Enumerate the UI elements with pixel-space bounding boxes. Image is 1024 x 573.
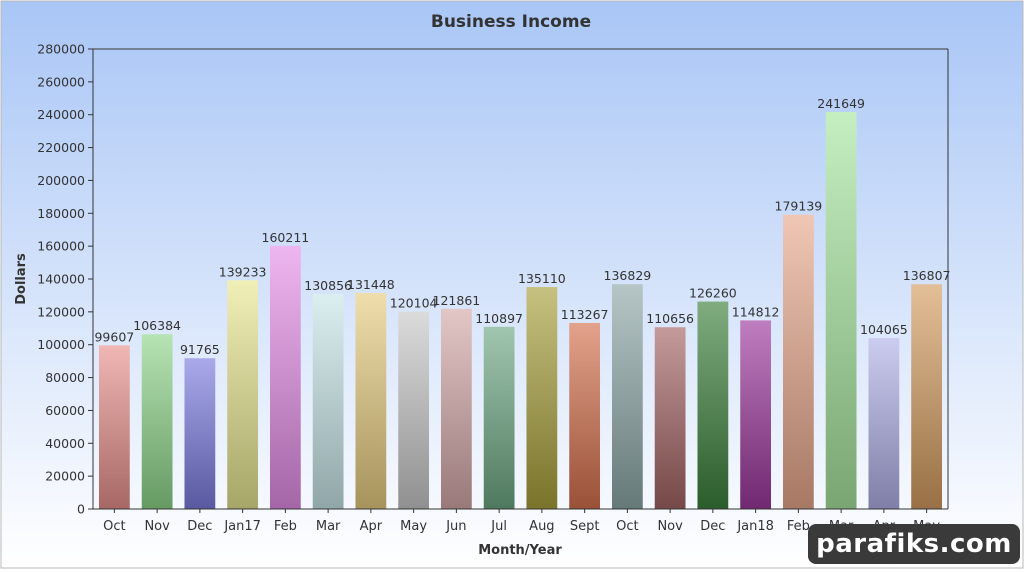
- y-tick-label: 180000: [37, 206, 85, 221]
- bar: [654, 327, 686, 509]
- bar: [611, 284, 643, 509]
- bar-value-label: 179139: [775, 199, 823, 214]
- x-tick-label: Dec: [700, 519, 725, 534]
- bar-value-label: 135110: [518, 271, 566, 286]
- bar: [355, 293, 387, 509]
- bar: [98, 345, 130, 509]
- bar: [569, 322, 601, 509]
- x-axis-label: Month/Year: [478, 543, 562, 558]
- bar-value-label: 91765: [180, 342, 220, 357]
- bar: [697, 301, 729, 509]
- y-tick-label: 280000: [37, 42, 85, 57]
- y-tick-label: 140000: [37, 272, 85, 287]
- y-tick-label: 200000: [37, 173, 85, 188]
- x-tick-label: Oct: [103, 519, 125, 534]
- bar-value-label: 160211: [262, 230, 310, 245]
- y-tick-label: 260000: [37, 74, 85, 89]
- bar-value-label: 110897: [475, 311, 523, 326]
- x-tick-label: Feb: [274, 519, 297, 534]
- x-tick-label: Aug: [529, 519, 554, 534]
- bar: [312, 294, 344, 509]
- x-tick-label: Jun: [445, 519, 466, 534]
- x-tick-label: Jan17: [223, 519, 261, 534]
- bar: [868, 338, 900, 509]
- x-tick-label: Nov: [657, 519, 683, 534]
- bar-value-label: 136807: [903, 268, 951, 283]
- y-tick-label: 40000: [45, 436, 85, 451]
- bar-value-label: 131448: [347, 277, 395, 292]
- bar-value-label: 113267: [561, 307, 609, 322]
- bar-value-label: 114812: [732, 304, 780, 319]
- bar: [141, 334, 173, 509]
- bar-value-label: 99607: [94, 329, 134, 344]
- y-tick-label: 100000: [37, 337, 85, 352]
- y-tick-label: 20000: [45, 469, 85, 484]
- chart-title: Business Income: [431, 12, 591, 32]
- bar-value-label: 130856: [304, 278, 352, 293]
- bar: [740, 320, 772, 509]
- y-axis-label: Dollars: [14, 253, 29, 305]
- bar: [227, 280, 259, 509]
- x-tick-label: Oct: [616, 519, 638, 534]
- bar: [398, 311, 430, 509]
- bar: [911, 284, 943, 509]
- x-tick-label: Nov: [144, 519, 170, 534]
- x-tick-label: May: [400, 519, 427, 534]
- y-tick-label: 60000: [45, 403, 85, 418]
- bar-value-label: 136829: [604, 268, 652, 283]
- bar-value-label: 106384: [133, 318, 181, 333]
- x-tick-label: Jan18: [736, 519, 774, 534]
- bar: [440, 308, 472, 509]
- y-tick-label: 160000: [37, 239, 85, 254]
- y-tick-label: 80000: [45, 370, 85, 385]
- x-tick-label: Sept: [570, 519, 600, 534]
- x-tick-label: Feb: [787, 519, 810, 534]
- x-tick-label: Apr: [360, 519, 383, 534]
- bar-value-label: 110656: [646, 311, 694, 326]
- bar-value-label: 126260: [689, 286, 737, 301]
- bar-value-label: 104065: [860, 322, 908, 337]
- bar: [782, 214, 814, 510]
- bar: [483, 326, 515, 509]
- bar-value-label: 241649: [817, 96, 865, 111]
- y-tick-label: 220000: [37, 140, 85, 155]
- y-tick-label: 0: [77, 502, 85, 517]
- x-tick-label: Jul: [490, 519, 507, 534]
- watermark-logo: parafiks.com: [808, 524, 1020, 564]
- bar: [526, 287, 558, 509]
- bar: [269, 245, 301, 510]
- y-tick-label: 120000: [37, 304, 85, 319]
- x-tick-label: Dec: [187, 519, 212, 534]
- bar: [184, 358, 216, 509]
- x-tick-label: Mar: [316, 519, 341, 534]
- bar-value-label: 139233: [219, 264, 267, 279]
- bar-value-label: 120104: [390, 296, 438, 311]
- y-tick-label: 240000: [37, 107, 85, 122]
- bar: [825, 112, 857, 509]
- bar-value-label: 121861: [433, 293, 481, 308]
